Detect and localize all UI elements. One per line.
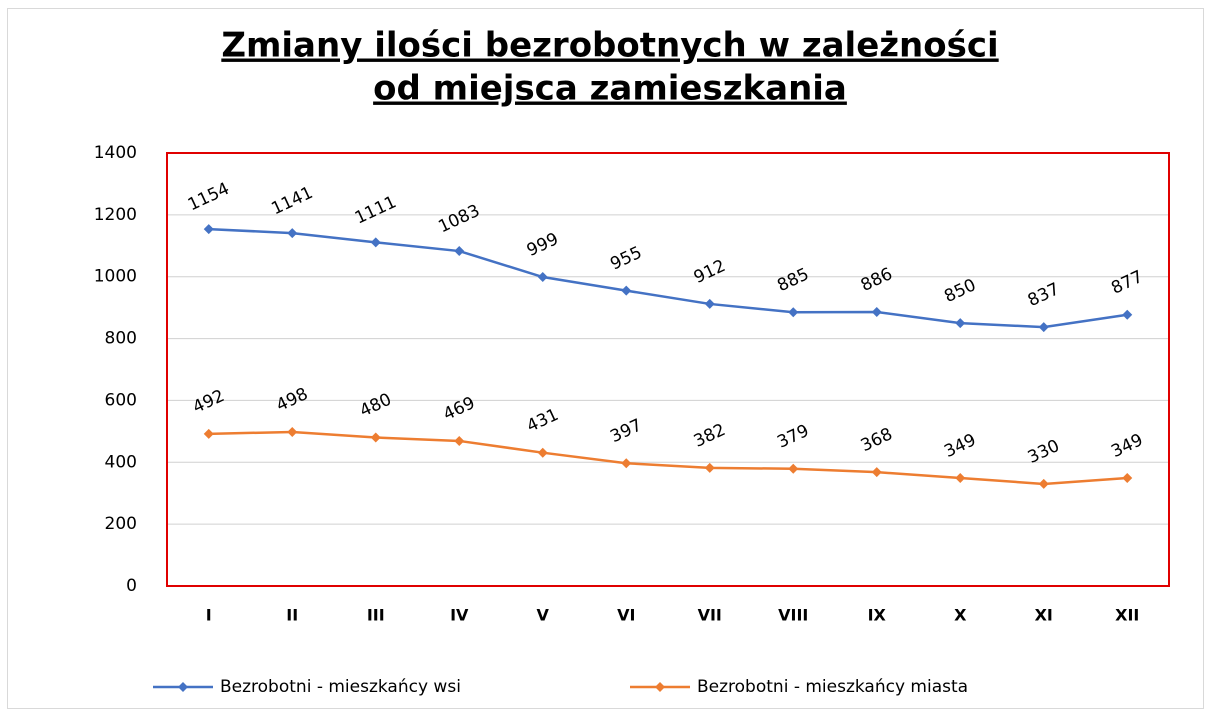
x-tick-label: XII (1115, 606, 1139, 625)
data-point (537, 447, 548, 458)
data-point (1038, 478, 1049, 489)
data-point (788, 463, 799, 474)
data-point (370, 237, 381, 248)
data-label: 999 (524, 229, 562, 261)
y-tick-label: 600 (105, 390, 137, 410)
data-point (704, 298, 715, 309)
data-point (537, 272, 548, 283)
data-label: 886 (858, 264, 896, 296)
data-point (1038, 322, 1049, 333)
y-tick-label: 0 (126, 576, 137, 596)
x-tick-label: IX (868, 606, 887, 625)
y-tick-label: 1200 (94, 205, 137, 225)
x-tick-label: X (954, 606, 967, 625)
y-tick-label: 1400 (94, 143, 137, 163)
data-label: 877 (1108, 267, 1146, 299)
x-tick-label: XI (1035, 606, 1053, 625)
data-point (287, 426, 298, 437)
x-tick-label: VIII (778, 606, 808, 625)
data-point (1122, 309, 1133, 320)
y-tick-label: 1000 (94, 267, 137, 287)
data-point (621, 458, 632, 469)
data-label: 349 (1108, 430, 1146, 462)
x-tick-label: VII (698, 606, 722, 625)
data-label: 912 (691, 256, 729, 288)
data-label: 480 (357, 390, 395, 422)
series-line (208, 430, 1128, 486)
data-point (621, 285, 632, 296)
data-point (955, 318, 966, 329)
legend-marker (655, 682, 665, 692)
legend-label: Bezrobotni - mieszkańcy miasta (697, 677, 968, 697)
plot-border (166, 152, 1170, 587)
data-label: 492 (190, 386, 228, 418)
data-point (454, 246, 465, 257)
data-point (871, 306, 882, 317)
data-point (704, 462, 715, 473)
data-label: 349 (941, 430, 979, 462)
data-label: 469 (440, 393, 478, 425)
data-point (1122, 473, 1133, 484)
chart-title: od miejsca zamieszkania (373, 69, 847, 109)
data-point (203, 224, 214, 235)
legend-marker (178, 682, 188, 692)
data-label: 850 (941, 275, 979, 307)
data-point (203, 428, 214, 439)
data-label: 885 (774, 264, 812, 296)
data-point (788, 307, 799, 318)
x-tick-label: III (367, 606, 385, 625)
data-point (871, 467, 882, 478)
y-tick-label: 800 (105, 329, 137, 349)
data-label: 837 (1025, 279, 1063, 311)
data-label: 382 (691, 420, 729, 452)
data-label: 955 (607, 243, 645, 275)
data-label: 379 (774, 421, 812, 453)
y-tick-label: 400 (105, 452, 137, 472)
data-point (370, 432, 381, 443)
data-point (287, 228, 298, 239)
y-tick-label: 200 (105, 514, 137, 534)
data-label: 368 (858, 424, 896, 456)
legend-label: Bezrobotni - mieszkańcy wsi (220, 677, 461, 697)
data-label: 330 (1025, 436, 1063, 468)
data-label: 1083 (435, 201, 483, 237)
x-tick-label: V (537, 606, 550, 625)
chart-frame (7, 8, 1204, 709)
x-tick-label: IV (450, 606, 469, 625)
data-label: 397 (607, 415, 645, 447)
data-point (454, 435, 465, 446)
data-label: 1154 (185, 179, 233, 215)
x-tick-label: VI (617, 606, 635, 625)
data-label: 431 (524, 405, 562, 437)
data-label: 498 (273, 384, 311, 416)
chart-title: Zmiany ilości bezrobotnych w zależności (221, 26, 998, 66)
data-label: 1141 (268, 183, 316, 219)
x-tick-label: II (286, 606, 298, 625)
data-label: 1111 (352, 192, 400, 228)
x-tick-label: I (206, 606, 212, 625)
series-line (208, 227, 1128, 329)
data-point (955, 473, 966, 484)
